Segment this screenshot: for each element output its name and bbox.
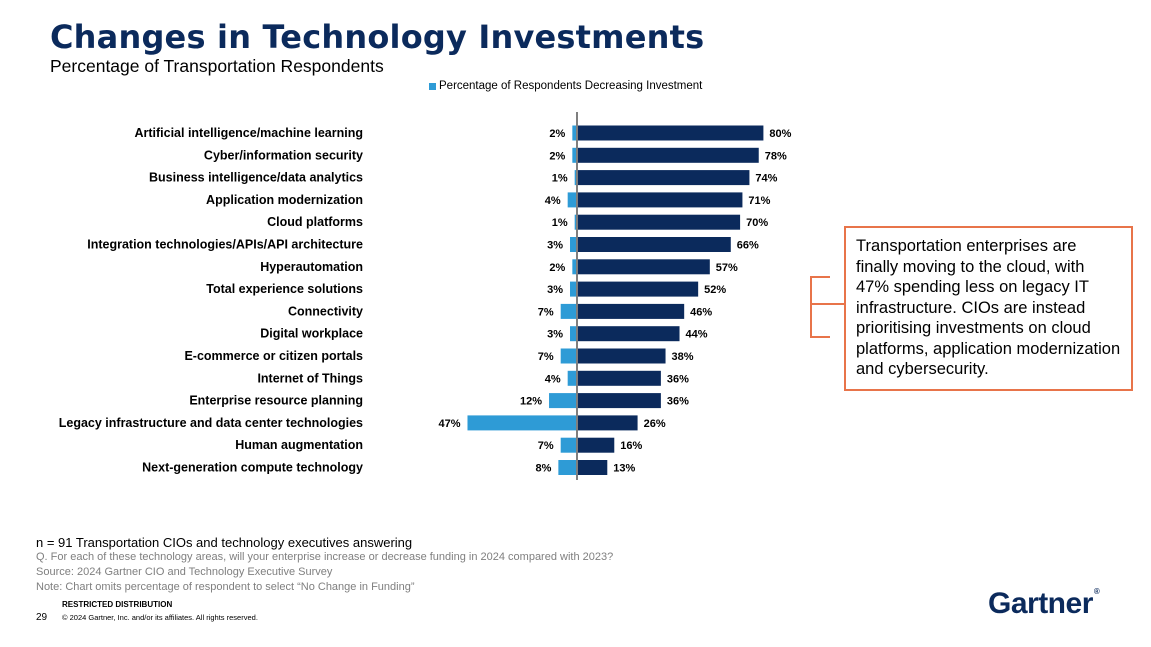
callout-box: Transportation enterprises are finally m…	[844, 226, 1133, 391]
data-label-decrease: 2%	[549, 150, 565, 162]
bar-decrease	[467, 415, 577, 431]
data-label-decrease: 1%	[552, 217, 568, 229]
bar-increase	[577, 303, 685, 319]
bar-decrease	[567, 192, 577, 208]
chart-legend: Percentage of Respondents Decreasing Inv…	[429, 80, 702, 92]
category-label: Application modernization	[206, 193, 363, 207]
callout-connector	[812, 303, 845, 305]
bar-increase	[577, 125, 764, 141]
data-label-decrease: 3%	[547, 240, 563, 252]
bar-increase	[577, 326, 680, 342]
legend-swatch-decrease	[429, 82, 436, 90]
survey-question: Q. For each of these technology areas, w…	[36, 551, 614, 563]
data-label-decrease: 7%	[538, 440, 554, 452]
source-note: Source: 2024 Gartner CIO and Technology …	[36, 566, 333, 578]
category-label: E-commerce or citizen portals	[184, 349, 363, 363]
bar-decrease	[570, 326, 577, 342]
data-label-increase: 36%	[667, 373, 689, 385]
restricted-label: RESTRICTED DISTRIBUTION	[62, 600, 173, 609]
data-label-decrease: 2%	[549, 262, 565, 274]
bar-decrease	[567, 370, 577, 386]
bar-increase	[577, 214, 741, 230]
data-label-increase: 38%	[672, 351, 694, 363]
callout-bracket	[810, 276, 830, 338]
bar-increase	[577, 370, 661, 386]
logo-text: Gartner	[988, 587, 1093, 620]
category-label: Digital workplace	[260, 327, 363, 341]
category-label: Hyperautomation	[260, 260, 363, 274]
category-label: Human augmentation	[235, 438, 363, 452]
bar-increase	[577, 237, 731, 252]
data-label-increase: 44%	[686, 329, 708, 341]
data-label-increase: 57%	[716, 262, 738, 274]
category-label: Artificial intelligence/machine learning	[134, 126, 363, 140]
data-label-increase: 74%	[755, 173, 777, 185]
bar-decrease	[558, 460, 577, 475]
category-label: Business intelligence/data analytics	[149, 171, 363, 185]
gartner-logo: Gartner®	[988, 587, 1100, 620]
bar-increase	[577, 348, 666, 364]
data-label-increase: 70%	[746, 217, 768, 229]
bar-decrease	[560, 437, 577, 453]
data-label-decrease: 4%	[545, 195, 561, 207]
category-label: Total experience solutions	[206, 282, 363, 296]
category-label: Enterprise resource planning	[189, 394, 363, 408]
page-number: 29	[36, 612, 48, 623]
data-label-decrease: 8%	[535, 463, 551, 475]
bar-decrease	[560, 348, 577, 364]
bar-decrease	[572, 259, 577, 275]
bar-decrease	[549, 393, 577, 409]
category-label: Cloud platforms	[267, 215, 363, 229]
data-label-increase: 52%	[704, 284, 726, 296]
bar-increase	[577, 281, 699, 297]
bar-decrease	[574, 214, 577, 230]
data-label-increase: 16%	[620, 440, 642, 452]
bar-decrease	[572, 125, 577, 141]
data-label-increase: 13%	[613, 463, 635, 475]
category-label: Next-generation compute technology	[142, 461, 363, 475]
data-label-decrease: 7%	[538, 306, 554, 318]
data-label-decrease: 47%	[438, 418, 460, 430]
page-title: Changes in Technology Investments	[50, 18, 705, 56]
bar-increase	[577, 393, 661, 409]
bar-increase	[577, 170, 750, 186]
copyright: © 2024 Gartner, Inc. and/or its affiliat…	[62, 613, 258, 622]
data-label-decrease: 2%	[549, 128, 565, 140]
bar-decrease	[570, 281, 577, 297]
sample-size-note: n = 91 Transportation CIOs and technolog…	[36, 535, 413, 550]
bar-increase	[577, 259, 710, 275]
bar-decrease	[570, 237, 577, 252]
category-label: Legacy infrastructure and data center te…	[59, 416, 363, 430]
data-label-decrease: 7%	[538, 351, 554, 363]
data-label-decrease: 12%	[520, 396, 542, 408]
diverging-bar-chart: Artificial intelligence/machine learning…	[59, 112, 792, 480]
data-label-increase: 46%	[690, 306, 712, 318]
category-label: Internet of Things	[257, 371, 363, 385]
data-label-increase: 66%	[737, 240, 759, 252]
data-label-decrease: 4%	[545, 373, 561, 385]
category-label: Connectivity	[288, 304, 363, 318]
data-label-increase: 36%	[667, 396, 689, 408]
data-label-increase: 71%	[748, 195, 770, 207]
category-label: Cyber/information security	[204, 148, 363, 162]
bar-decrease	[572, 147, 577, 163]
category-label: Integration technologies/APIs/API archit…	[87, 238, 363, 252]
data-label-decrease: 3%	[547, 284, 563, 296]
data-label-increase: 26%	[644, 418, 666, 430]
bar-decrease	[560, 303, 577, 319]
legend-label-decrease: Percentage of Respondents Decreasing Inv…	[439, 80, 703, 92]
data-label-increase: 78%	[765, 150, 787, 162]
bar-increase	[577, 437, 615, 453]
data-label-decrease: 3%	[547, 329, 563, 341]
bar-increase	[577, 415, 638, 431]
page-subtitle: Percentage of Transportation Respondents	[50, 56, 384, 76]
data-label-decrease: 1%	[552, 173, 568, 185]
bar-decrease	[574, 170, 577, 186]
data-label-increase: 80%	[769, 128, 791, 140]
bar-increase	[577, 147, 759, 163]
chart-note: Note: Chart omits percentage of responde…	[36, 581, 415, 593]
bar-increase	[577, 192, 743, 208]
bar-increase	[577, 460, 608, 475]
